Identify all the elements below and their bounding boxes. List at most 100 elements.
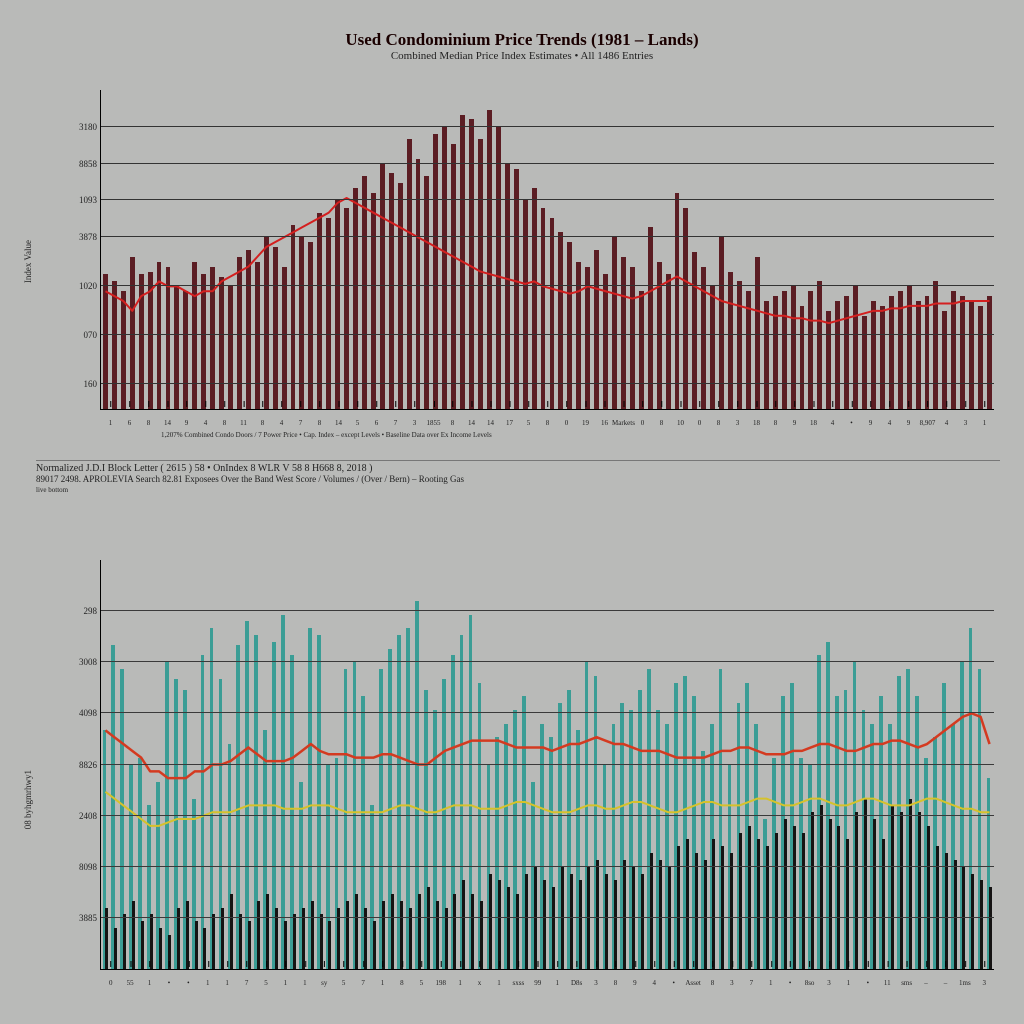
bar [543,880,546,969]
bar [835,301,840,409]
bar [728,272,733,409]
bar [916,301,921,409]
bar [328,921,331,969]
bar [120,669,124,969]
x-tick-label: 8so [805,979,815,987]
bar [272,642,276,969]
bar [612,724,616,969]
bar [835,696,839,969]
bar [585,662,589,969]
bar [989,887,992,969]
x-tick-label: 9 [185,419,189,427]
bar [960,662,964,969]
bar [579,880,582,969]
y-tick-label: 3878 [53,232,97,242]
x-tick-label: 6 [375,419,379,427]
bar [433,710,437,969]
bar [811,812,814,969]
bar [129,765,133,970]
x-tick-label: 11 [884,979,891,987]
bar [320,914,323,969]
y-tick-label: 160 [53,379,97,389]
bar [674,683,678,969]
bar [773,296,778,409]
bar [487,765,491,970]
bar [882,839,885,969]
x-tick-label: 3 [730,979,734,987]
bar [632,867,635,969]
bar [525,874,528,969]
bar [620,703,624,969]
bar [862,710,866,969]
bar [496,127,501,409]
bar [212,914,215,969]
x-tick-label: 8 [147,419,151,427]
bottom-panel: 08 byhgmrhwy1 0551••117511sy571851981x1s… [40,540,1004,1000]
grid-line [101,334,994,335]
bar [701,267,706,409]
x-tick-label: 3 [413,419,417,427]
bar [791,286,796,409]
top-x-axis: 16814948118478145673185581414175801916Ma… [101,90,994,409]
bar [361,696,365,969]
bar [558,703,562,969]
x-tick-label: 0 [698,419,702,427]
x-tick-label: 55 [127,979,134,987]
bar [141,921,144,969]
bar [933,281,938,409]
bar [808,765,812,970]
bar [281,615,285,969]
bar [879,696,883,969]
x-tick-label: 1ms [959,979,971,987]
bar [650,853,653,969]
x-tick-label: sy [321,979,327,987]
bar [969,301,974,409]
bar [960,296,965,409]
bar [710,724,714,969]
bar [683,208,688,409]
top-panel: Used Condominium Price Trends (1981 – La… [40,30,1004,450]
bar [692,252,697,409]
bar [433,134,438,409]
bar [826,311,831,409]
bar [766,846,769,969]
bar [918,812,921,969]
bar [362,176,367,409]
x-tick-label: 1 [303,979,307,987]
bar [855,812,858,969]
top-y-axis-label: Index Value [23,240,33,283]
bar [677,846,680,969]
bar [837,826,840,969]
bottom-x-axis: 0551••117511sy571851981x1sxss991D8s3894•… [101,560,994,969]
bar [183,291,188,409]
bar [951,724,955,969]
bar [335,758,339,969]
x-tick-label: 7 [361,979,365,987]
x-tick-label: Markets [612,419,635,427]
x-tick-label: sms [901,979,912,987]
bar [389,173,394,409]
bar [156,782,160,969]
x-tick-label: 5 [342,979,346,987]
bar [166,267,171,409]
bar [210,267,215,409]
bar [293,914,296,969]
y-tick-label: 1093 [53,195,97,205]
bottom-bars-layer [101,560,994,969]
x-tick-label: 7 [299,419,303,427]
bar [942,683,946,969]
bar [648,227,653,409]
bar [605,874,608,969]
bar [132,901,135,969]
bar [290,655,294,969]
x-tick-label: 4 [945,419,949,427]
bar [469,615,473,969]
bar [721,846,724,969]
bar [424,176,429,409]
bar [737,281,742,409]
bar [775,833,778,969]
bar [246,250,251,410]
bar [925,296,930,409]
bar [531,782,535,969]
mid-text-block: Normalized J.D.I Block Letter ( 2615 ) 5… [36,460,1000,494]
